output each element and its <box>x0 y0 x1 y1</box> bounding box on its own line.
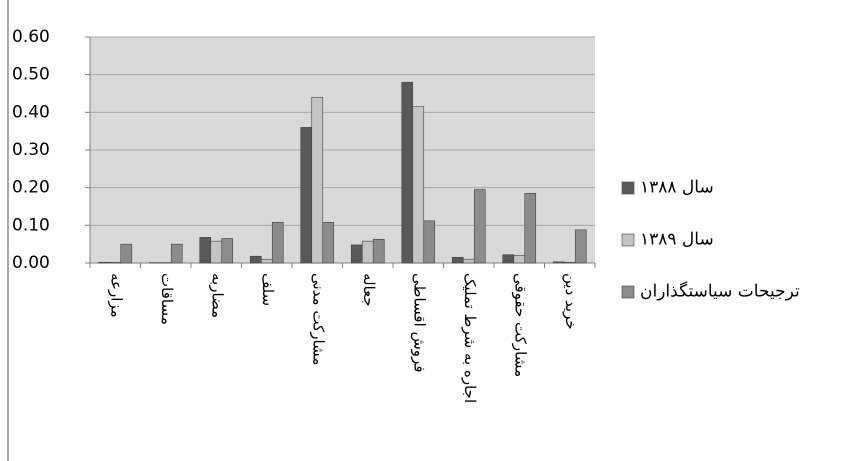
bar <box>361 240 374 264</box>
bar <box>271 222 284 264</box>
bar <box>170 243 183 264</box>
bar <box>574 229 587 264</box>
bar <box>109 261 122 264</box>
y-tick-label: 0.40 <box>12 102 50 122</box>
bar <box>350 244 363 264</box>
bar <box>473 189 486 264</box>
legend-swatch <box>621 285 635 299</box>
legend-label: سال ۱۳۸۹ <box>640 230 714 250</box>
x-tick-label: مشارکت مدنی <box>309 273 327 365</box>
bar <box>98 261 111 264</box>
bar <box>412 106 425 264</box>
y-tick-label: 0.30 <box>12 140 50 160</box>
legend-label: ترجیحات سیاستگذاران <box>640 281 800 302</box>
x-tick-label: مساقات <box>158 273 176 325</box>
x-tick-label: مزارعه <box>107 273 125 318</box>
bar <box>210 240 223 264</box>
bar <box>300 127 313 264</box>
x-tick-label: سلف <box>259 273 277 306</box>
x-tick-label: اجاره به شرط تملیک <box>461 273 479 403</box>
bar <box>311 96 324 264</box>
bar <box>260 258 273 264</box>
bar <box>322 222 335 264</box>
x-tick-label: مضاربه <box>208 273 226 318</box>
bar <box>199 237 212 264</box>
bar <box>372 238 385 264</box>
y-tick-label: 0.60 <box>12 27 50 47</box>
bar <box>552 261 565 264</box>
legend-swatch <box>621 181 635 195</box>
bar <box>249 255 262 264</box>
bar <box>462 258 475 264</box>
x-tick-label: خرید دین <box>562 273 580 330</box>
y-tick-label: 0.50 <box>12 65 50 85</box>
bar <box>513 255 526 264</box>
y-tick-label: 0.10 <box>12 215 50 235</box>
x-tick-label: جعاله <box>360 273 378 307</box>
bar <box>401 81 414 264</box>
bar <box>524 193 537 264</box>
bar <box>221 238 234 264</box>
x-tick-label: مشارکت حقوقی <box>511 273 529 377</box>
bar <box>423 220 436 264</box>
y-tick-label: 0.00 <box>12 253 50 273</box>
y-tick-label: 0.20 <box>12 178 50 198</box>
bar <box>451 257 464 264</box>
x-tick-label: فروش اقساطی <box>410 273 428 373</box>
legend-swatch <box>621 233 635 247</box>
bar <box>563 261 576 264</box>
bar <box>502 254 515 264</box>
bar <box>120 243 133 264</box>
legend-label: سال ۱۳۸۸ <box>640 178 714 198</box>
